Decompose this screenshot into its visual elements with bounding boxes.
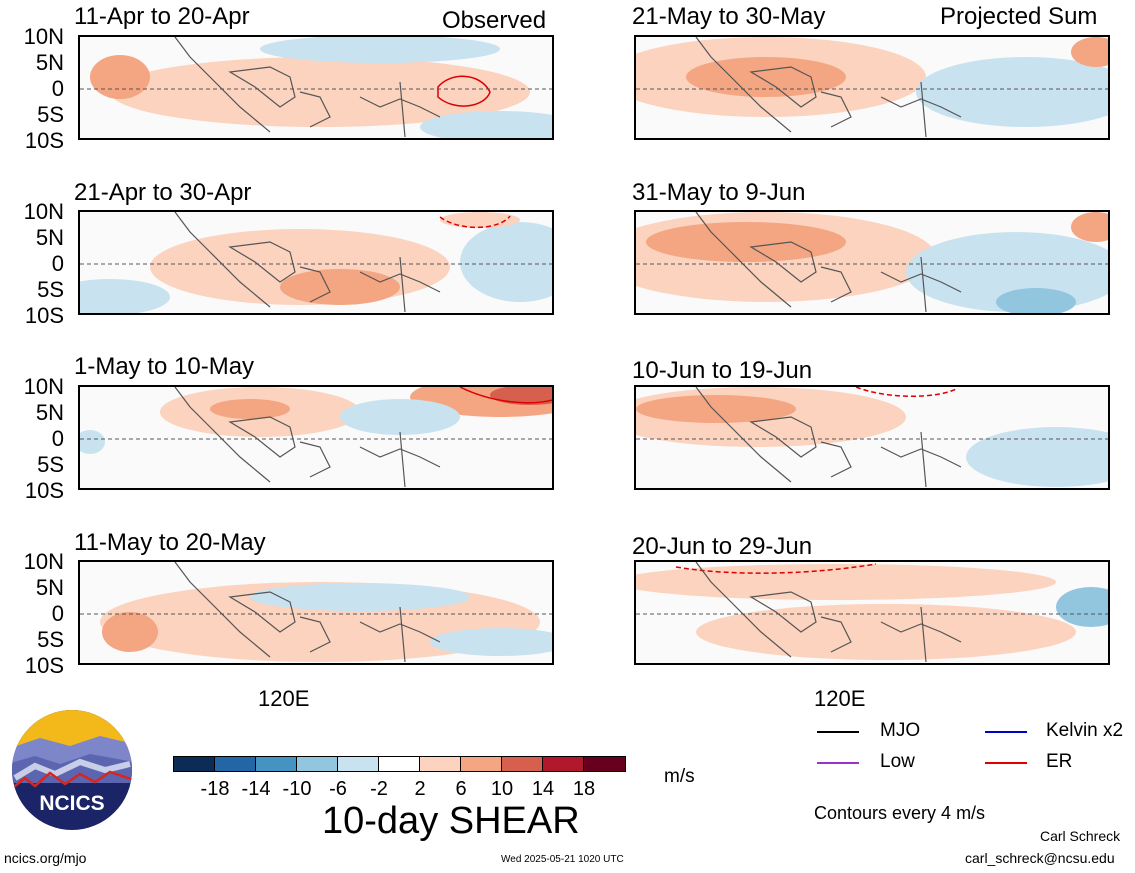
lon-label-left: 120E xyxy=(258,686,310,711)
colorbar-units: m/s xyxy=(664,766,695,787)
shear-field-2 xyxy=(80,212,552,313)
colorbar-swatch xyxy=(378,756,420,772)
lat-label: 5S xyxy=(37,452,64,477)
shear-field-3 xyxy=(80,387,552,488)
footer-author: Carl Schreck xyxy=(1040,828,1121,844)
lat-label: 5N xyxy=(35,225,64,250)
map-panel-1 xyxy=(78,35,554,140)
footer-email[interactable]: carl_schreck@ncsu.edu xyxy=(965,850,1115,866)
colorbar-swatch xyxy=(501,756,543,772)
shear-field-7 xyxy=(636,387,1108,488)
panel-title: 1-May to 10-May xyxy=(74,353,255,380)
panel-title: 21-Apr to 30-Apr xyxy=(74,179,252,206)
panel-title: 11-Apr to 20-Apr xyxy=(74,3,250,30)
colorbar-label: 6 xyxy=(455,778,467,800)
legend-label-mjo: MJO xyxy=(880,720,921,741)
lat-label: 10N xyxy=(23,24,64,49)
legend-label-low: Low xyxy=(880,751,915,772)
ncics-logo: NCICS xyxy=(10,708,134,832)
map-panel-3 xyxy=(78,385,554,490)
lat-label: 5N xyxy=(35,400,64,425)
projected-sum-label: Projected Sum xyxy=(940,3,1098,30)
lat-label: 10S xyxy=(24,128,64,153)
colorbar-label: -18 xyxy=(200,778,230,800)
contour-note: Contours every 4 m/s xyxy=(814,803,986,823)
lat-label: 5N xyxy=(35,575,64,600)
lat-label: 5S xyxy=(37,627,64,652)
map-panel-2 xyxy=(78,210,554,315)
lat-label: 10S xyxy=(24,303,64,328)
map-panel-4 xyxy=(78,560,554,665)
lat-label: 5S xyxy=(37,277,64,302)
colorbar-label: 18 xyxy=(572,778,596,800)
colorbar-label: 10 xyxy=(490,778,514,800)
panel-title: 10-Jun to 19-Jun xyxy=(632,357,813,384)
legend-swatch-kelvin xyxy=(985,731,1027,733)
colorbar-swatch xyxy=(255,756,297,772)
legend-label-er: ER xyxy=(1046,751,1073,772)
colorbar-swatch xyxy=(583,756,626,772)
ncics-logo-graphic xyxy=(12,710,132,830)
colorbar-swatch xyxy=(214,756,256,772)
lat-label: 10N xyxy=(23,549,64,574)
lat-label: 10S xyxy=(24,478,64,503)
map-panel-6 xyxy=(634,210,1110,315)
lat-label: 0 xyxy=(51,426,64,451)
lat-label: 10N xyxy=(23,374,64,399)
map-panel-5 xyxy=(634,35,1110,140)
map-panel-7 xyxy=(634,385,1110,490)
lat-label: 0 xyxy=(51,251,64,276)
colorbar-swatch xyxy=(173,756,215,772)
panel-title: 31-May to 9-Jun xyxy=(632,179,806,206)
colorbar-swatch xyxy=(337,756,379,772)
colorbar-label: -14 xyxy=(241,778,271,800)
legend-swatch-mjo xyxy=(817,731,859,733)
colorbar-label: 14 xyxy=(531,778,555,800)
shear-field-1 xyxy=(80,37,552,138)
shear-field-5 xyxy=(636,37,1108,138)
panel-title: 20-Jun to 29-Jun xyxy=(632,533,813,560)
colorbar-swatch xyxy=(460,756,502,772)
lat-label: 10N xyxy=(23,199,64,224)
colorbar-label: -2 xyxy=(370,778,388,800)
legend-label-kelvin: Kelvin x2 xyxy=(1046,720,1124,741)
lat-label: 0 xyxy=(51,76,64,101)
colorbar-swatch xyxy=(542,756,584,772)
legend-swatch-low xyxy=(817,762,859,764)
lat-label: 0 xyxy=(51,601,64,626)
colorbar-label: 2 xyxy=(414,778,426,800)
lat-label: 10S xyxy=(24,653,64,678)
colorbar-swatch xyxy=(296,756,338,772)
observed-label: Observed xyxy=(442,7,547,34)
panel-title: 21-May to 30-May xyxy=(632,3,826,30)
footer-url[interactable]: ncics.org/mjo xyxy=(4,850,87,866)
colorbar-swatch xyxy=(419,756,461,772)
panel-title: 11-May to 20-May xyxy=(74,529,266,556)
shear-field-6 xyxy=(636,212,1108,313)
colorbar-label: -10 xyxy=(282,778,312,800)
lon-label-right: 120E xyxy=(814,686,866,711)
footer-timestamp: Wed 2025-05-21 1020 UTC xyxy=(501,854,624,865)
map-panel-8 xyxy=(634,560,1110,665)
logo-text: NCICS xyxy=(39,792,105,815)
shear-field-8 xyxy=(636,562,1108,663)
lat-label: 5S xyxy=(37,102,64,127)
shear-field-4 xyxy=(80,562,552,663)
chart-title: 10-day SHEAR xyxy=(322,800,580,842)
colorbar-label: -6 xyxy=(329,778,347,800)
lat-label: 5N xyxy=(35,50,64,75)
legend-swatch-er xyxy=(985,762,1027,764)
